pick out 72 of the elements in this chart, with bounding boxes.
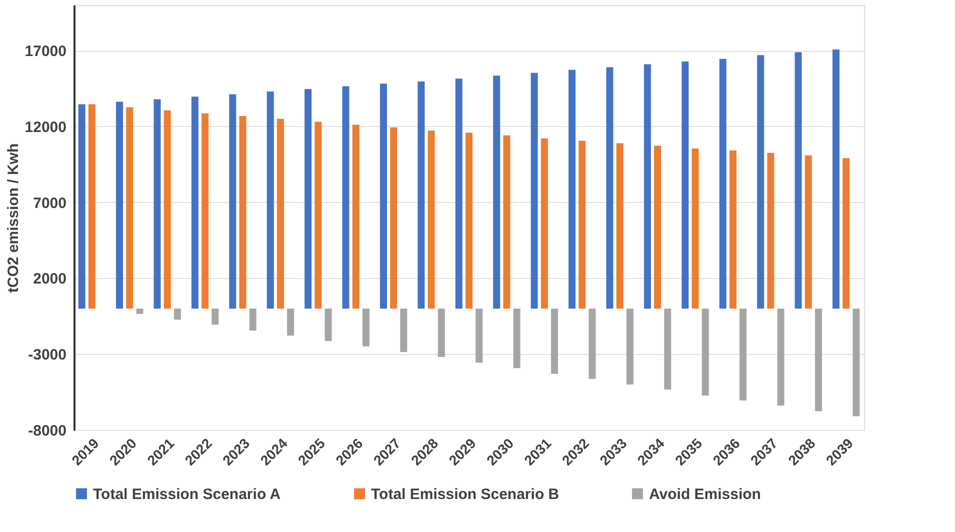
y-tick-label: -8000 [28,422,66,440]
bar [249,308,256,331]
bar [342,86,350,309]
bar [503,135,510,309]
bar [692,148,699,309]
bar [804,155,812,309]
bar [174,308,181,320]
bar [116,102,124,309]
bar [540,138,548,309]
bar [740,308,747,401]
y-tick-label: 17000 [24,43,66,60]
bar [644,64,651,309]
legend-label: Total Emission Scenario B [371,486,560,503]
bar [682,61,689,309]
bar [362,308,370,346]
legend-label: Avoid Emission [649,486,761,503]
bar [380,84,387,309]
bar [229,94,236,309]
bar [606,67,614,309]
bar [777,308,784,406]
y-axis-title: tCO2 emission / Kwh [4,143,22,293]
y-tick-label: 7000 [33,194,66,212]
bar [664,308,672,390]
bar [767,152,774,309]
bar [266,92,274,309]
bar [324,308,332,342]
bar [276,118,284,309]
legend-label: Total Emission Scenario A [93,486,281,503]
bar [832,49,840,309]
bar [164,110,171,309]
bar [418,82,425,309]
bar [719,58,726,309]
bar [212,308,219,325]
bar [78,104,86,309]
bar [852,308,860,416]
bar [578,140,586,309]
bar [757,55,764,309]
bar [352,124,360,309]
bar [568,70,576,309]
bar [466,132,472,309]
bar [729,150,736,309]
bar [314,122,322,309]
bar [616,143,624,309]
y-tick-label: 12000 [24,118,66,136]
bar [551,308,558,374]
bar [400,308,408,352]
bar [842,158,850,309]
bar [428,130,435,309]
bar [493,76,500,309]
bar [476,308,483,363]
bar [239,116,246,309]
bar [136,308,144,314]
bar [88,104,96,309]
bar [126,107,134,309]
bar [287,308,294,336]
y-tick-label: -3000 [28,346,66,364]
bar [513,308,520,368]
bar [530,72,538,309]
bar [438,308,445,357]
bar [702,308,709,396]
bar [814,308,822,412]
bar [390,127,398,309]
bar [588,308,596,379]
bar [154,99,161,309]
bar [654,146,662,309]
bar [455,78,462,309]
bar [191,96,198,309]
bar [794,52,802,309]
bar [304,88,312,309]
y-tick-label: 2000 [33,270,66,288]
bar [626,308,634,384]
bar [202,113,209,309]
